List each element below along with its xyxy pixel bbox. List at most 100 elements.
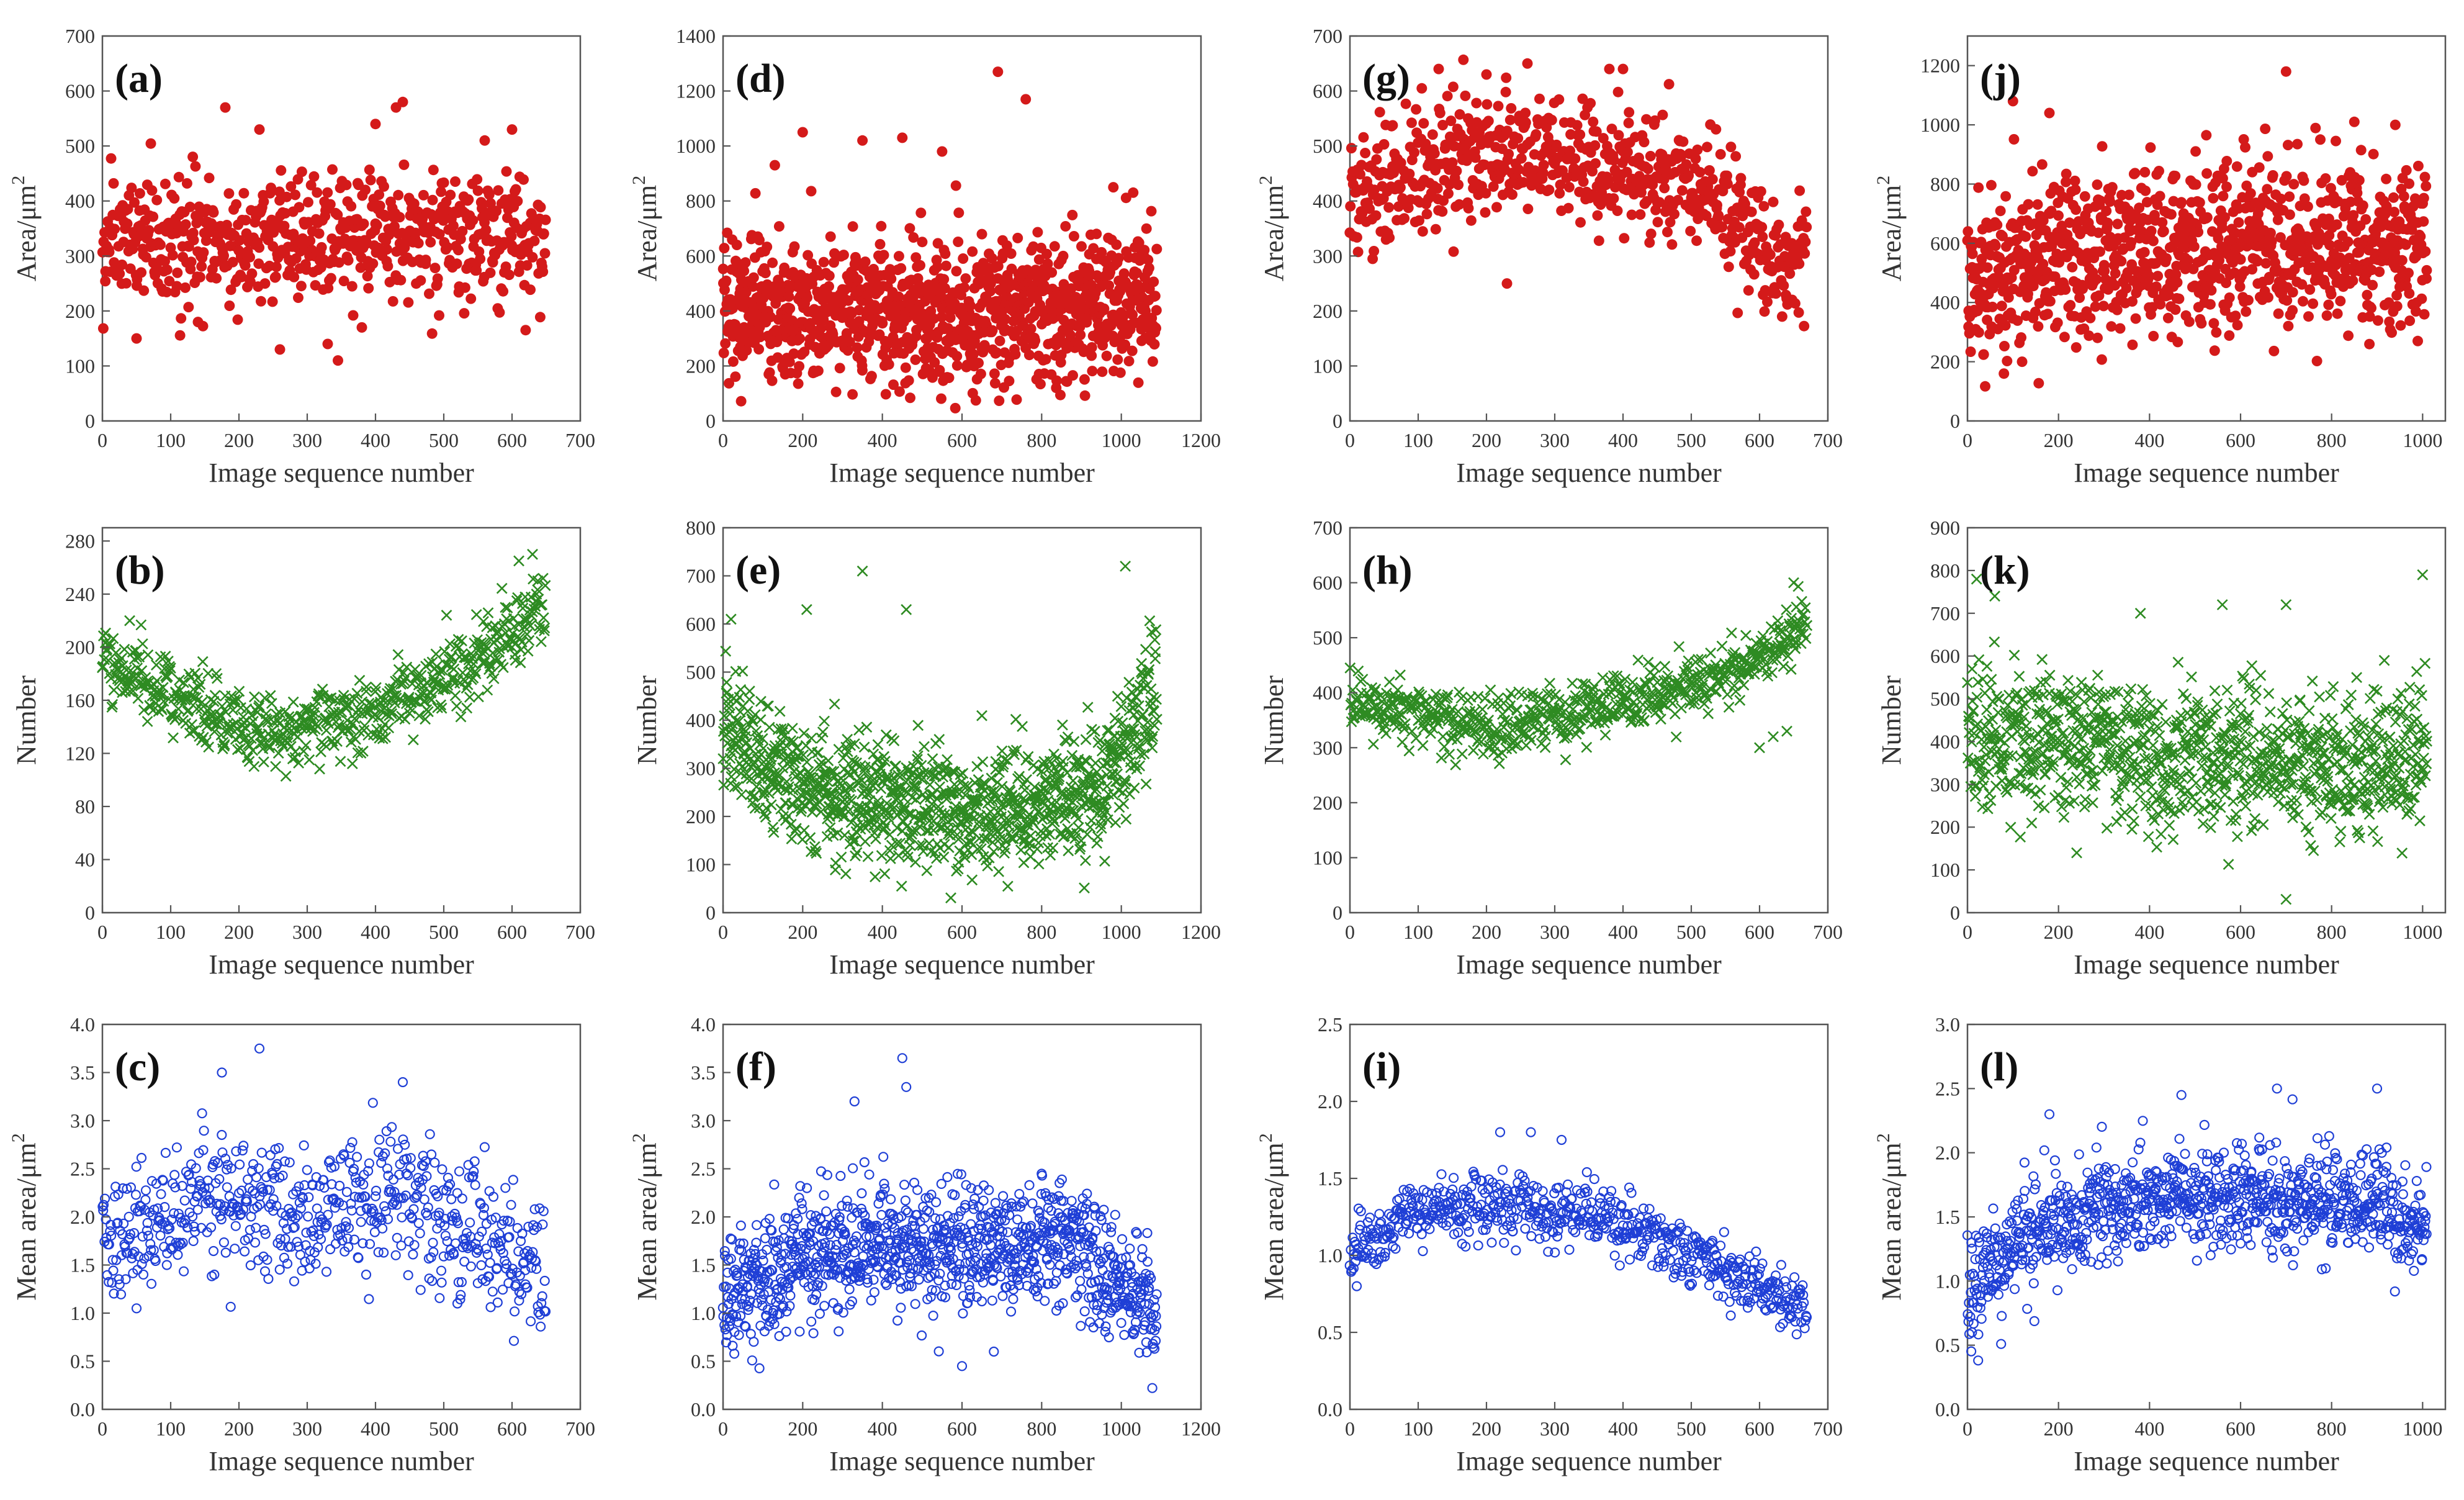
data-point <box>748 272 759 283</box>
data-point <box>420 255 431 266</box>
y-tick-label: 1200 <box>676 80 716 102</box>
data-point <box>2188 241 2200 252</box>
data-point <box>754 235 765 246</box>
data-series <box>1344 54 1812 332</box>
data-point <box>1756 222 1768 233</box>
data-point <box>1593 235 1604 246</box>
data-point <box>986 253 997 264</box>
data-point <box>773 221 785 232</box>
data-point <box>2044 107 2055 119</box>
data-point <box>1516 153 1527 164</box>
data-point <box>1507 189 1518 200</box>
data-point <box>187 151 199 163</box>
data-point <box>1506 103 1517 114</box>
x-tick-label: 500 <box>1676 429 1706 451</box>
data-point <box>308 171 320 182</box>
data-point <box>231 199 242 210</box>
data-point <box>293 292 304 303</box>
data-point <box>744 685 755 697</box>
data-point <box>953 856 964 868</box>
data-point <box>847 389 858 400</box>
data-point <box>2332 308 2343 319</box>
data-point <box>1141 223 1152 234</box>
data-point <box>312 187 323 198</box>
data-point <box>1011 394 1022 405</box>
data-point <box>1128 187 1139 198</box>
data-point <box>2211 327 2222 338</box>
data-point <box>765 312 776 322</box>
data-point <box>1773 219 1784 230</box>
data-point <box>274 344 286 355</box>
data-point <box>1430 224 1441 235</box>
x-tick-label: 800 <box>1027 429 1056 451</box>
data-point <box>2042 309 2053 320</box>
data-point <box>2091 274 2102 285</box>
y-tick-label: 600 <box>65 80 95 102</box>
data-point <box>1575 129 1586 140</box>
data-point <box>2044 296 2056 307</box>
data-point <box>932 238 943 249</box>
data-point <box>2263 292 2273 303</box>
data-point <box>1032 227 1043 238</box>
data-point <box>2205 299 2216 310</box>
data-point <box>818 256 829 268</box>
data-point <box>2196 318 2207 329</box>
data-point <box>234 235 245 246</box>
data-point <box>1789 298 1801 309</box>
data-point <box>1115 367 1126 378</box>
data-point <box>1755 186 1766 197</box>
data-point <box>816 323 827 334</box>
data-point <box>276 165 287 176</box>
data-point <box>1346 143 1357 154</box>
data-point <box>313 228 325 239</box>
data-point <box>223 188 235 199</box>
data-point <box>1395 182 1406 193</box>
data-point <box>2254 162 2265 173</box>
data-point <box>2000 191 2012 202</box>
data-point <box>1399 213 1410 224</box>
y-tick-label: 200 <box>65 636 95 658</box>
data-point <box>917 237 928 248</box>
data-point <box>2343 330 2354 341</box>
data-point <box>838 250 849 261</box>
data-point <box>2267 170 2278 181</box>
data-point <box>2183 316 2195 327</box>
y-tick-label: 0 <box>1333 410 1342 432</box>
x-tick-label: 1000 <box>2403 429 2442 451</box>
data-point <box>393 189 404 201</box>
y-tick-label: 1000 <box>1920 114 1960 136</box>
data-point <box>2123 189 2134 201</box>
data-point <box>857 135 868 146</box>
data-point <box>1711 124 1722 135</box>
data-point <box>1801 222 1812 233</box>
data-point <box>122 204 133 215</box>
data-point <box>2071 342 2082 353</box>
data-point <box>449 690 461 702</box>
data-point <box>131 333 142 344</box>
data-point <box>325 273 336 284</box>
data-point <box>459 308 470 319</box>
data-point <box>829 698 840 710</box>
data-point <box>1663 79 1675 90</box>
data-point <box>721 275 732 286</box>
data-point <box>1725 142 1737 153</box>
data-point <box>2404 315 2416 327</box>
data-point <box>383 722 395 734</box>
data-point <box>1722 178 1733 189</box>
data-point <box>2172 277 2183 288</box>
data-point <box>259 278 271 289</box>
data-point <box>371 220 382 231</box>
data-point <box>151 194 163 206</box>
data-point <box>160 256 170 267</box>
data-point <box>248 761 260 772</box>
x-tick-label: 200 <box>788 429 817 451</box>
data-point <box>310 280 321 291</box>
data-point <box>2272 214 2283 225</box>
data-point <box>134 188 145 199</box>
data-point <box>890 760 902 772</box>
data-point <box>2111 304 2123 315</box>
data-point <box>399 242 410 253</box>
data-point <box>438 177 449 188</box>
data-point <box>472 185 483 196</box>
data-point <box>424 288 434 299</box>
